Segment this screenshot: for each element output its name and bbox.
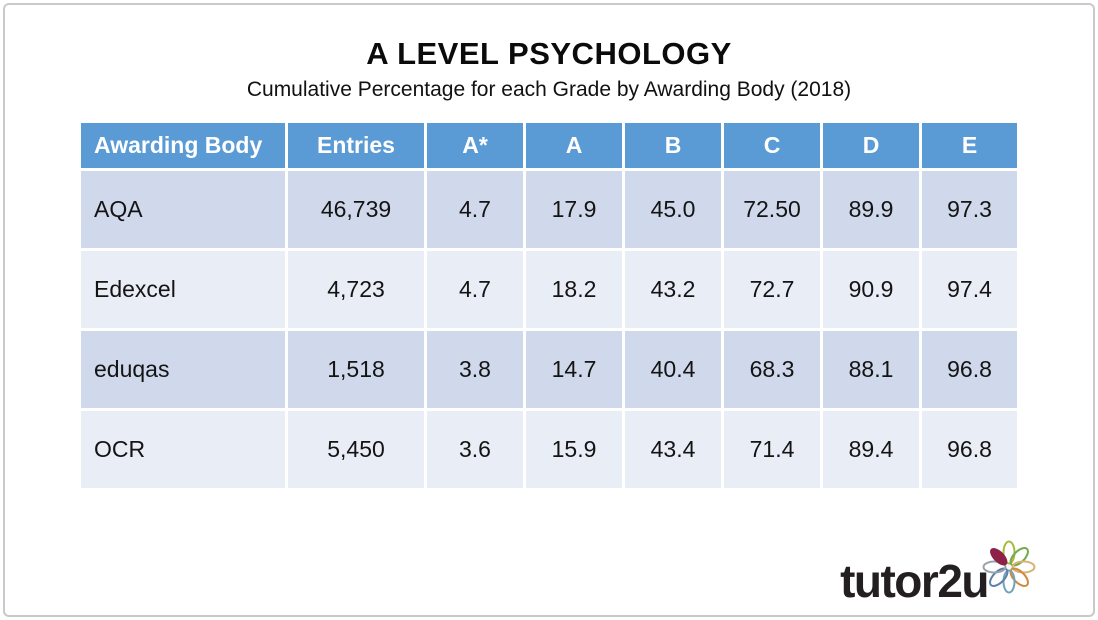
data-cell: 4,723 <box>285 248 427 331</box>
data-cell: 68.3 <box>721 328 823 411</box>
data-cell: 46,739 <box>285 168 427 251</box>
header-row: Awarding Body Entries A* A B C D E <box>78 120 1020 171</box>
data-cell: 3.6 <box>424 408 526 491</box>
header-cell-e: E <box>919 120 1020 171</box>
data-cell: 71.4 <box>721 408 823 491</box>
data-cell: 88.1 <box>820 328 922 411</box>
data-cell: 4.7 <box>424 168 526 251</box>
data-cell: 3.8 <box>424 328 526 411</box>
row-label-cell: Edexcel <box>78 248 288 331</box>
header-cell-a: A <box>523 120 625 171</box>
results-table: Awarding Body Entries A* A B C D E AQA 4… <box>78 120 1020 491</box>
data-cell: 45.0 <box>622 168 724 251</box>
table-row-aqa: AQA 46,739 4.7 17.9 45.0 72.50 89.9 97.3 <box>78 168 1020 251</box>
header-cell-entries: Entries <box>285 120 427 171</box>
data-cell: 40.4 <box>622 328 724 411</box>
header-cell-d: D <box>820 120 922 171</box>
logo-text-2u: 2u <box>937 555 989 607</box>
page-title: A LEVEL PSYCHOLOGY <box>366 36 732 71</box>
data-cell: 96.8 <box>919 408 1020 491</box>
data-cell: 72.7 <box>721 248 823 331</box>
data-cell: 18.2 <box>523 248 625 331</box>
header-cell-awarding-body: Awarding Body <box>78 120 288 171</box>
table-row-edexcel: Edexcel 4,723 4.7 18.2 43.2 72.7 90.9 97… <box>78 248 1020 331</box>
data-cell: 97.4 <box>919 248 1020 331</box>
table-row-eduqas: eduqas 1,518 3.8 14.7 40.4 68.3 88.1 96.… <box>78 328 1020 411</box>
header-cell-c: C <box>721 120 823 171</box>
data-cell: 17.9 <box>523 168 625 251</box>
data-cell: 43.2 <box>622 248 724 331</box>
data-cell: 97.3 <box>919 168 1020 251</box>
data-cell: 15.9 <box>523 408 625 491</box>
logo-flower-icon <box>982 540 1036 594</box>
header-cell-b: B <box>622 120 724 171</box>
data-cell: 72.50 <box>721 168 823 251</box>
data-cell: 4.7 <box>424 248 526 331</box>
data-cell: 90.9 <box>820 248 922 331</box>
row-label-cell: eduqas <box>78 328 288 411</box>
header-cell-a-star: A* <box>424 120 526 171</box>
data-cell: 89.4 <box>820 408 922 491</box>
data-cell: 14.7 <box>523 328 625 411</box>
data-cell: 43.4 <box>622 408 724 491</box>
data-cell: 1,518 <box>285 328 427 411</box>
data-cell: 5,450 <box>285 408 427 491</box>
logo-text: tutor2u <box>840 555 989 607</box>
logo-text-tutor: tutor <box>840 555 939 607</box>
page-subtitle: Cumulative Percentage for each Grade by … <box>246 78 852 101</box>
data-cell: 89.9 <box>820 168 922 251</box>
row-label-cell: AQA <box>78 168 288 251</box>
table-row-ocr: OCR 5,450 3.6 15.9 43.4 71.4 89.4 96.8 <box>78 408 1020 491</box>
tutor2u-logo: tutor2u <box>840 540 1036 607</box>
data-cell: 96.8 <box>919 328 1020 411</box>
row-label-cell: OCR <box>78 408 288 491</box>
